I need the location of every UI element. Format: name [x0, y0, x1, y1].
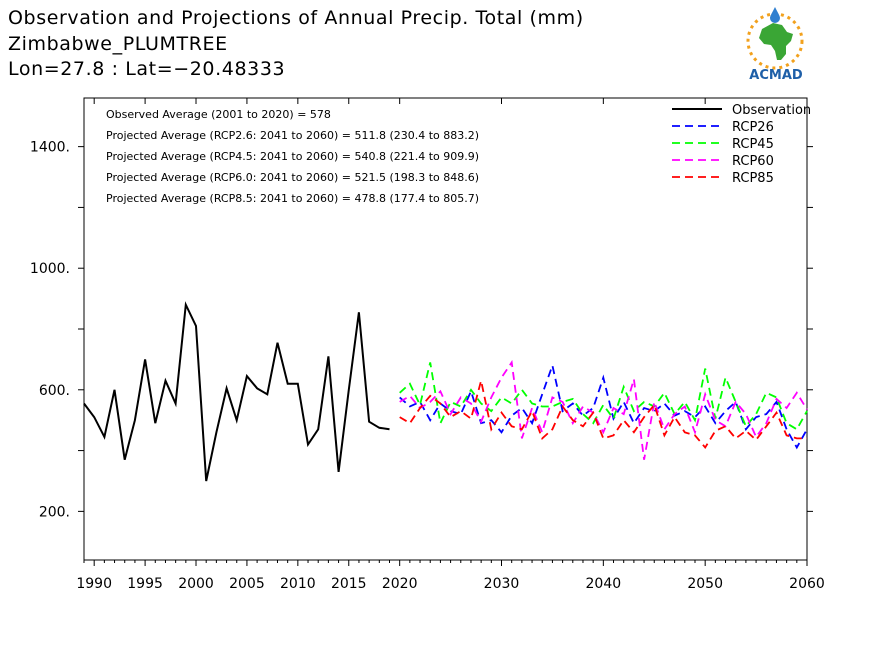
acmad-logo: ACMAD — [746, 7, 804, 83]
annotation-line: Observed Average (2001 to 2020) = 578 — [106, 108, 331, 121]
y-axis-tick-labels: 200. 600. 1000. 1400. — [30, 140, 70, 521]
water-drop-icon — [770, 7, 780, 23]
series-line-rcp85 — [399, 380, 807, 450]
annotation-line: Projected Average (RCP6.0: 2041 to 2060)… — [106, 171, 479, 184]
annotation-line: Projected Average (RCP8.5: 2041 to 2060)… — [106, 192, 479, 205]
series-line-rcp45 — [399, 362, 808, 431]
y-tick-label: 200. — [39, 504, 70, 520]
annotation-line: Projected Average (RCP4.5: 2041 to 2060)… — [106, 150, 479, 163]
y-tick-label: 600. — [39, 383, 70, 399]
axis-ticks — [78, 98, 813, 566]
legend-label: RCP60 — [732, 154, 774, 169]
legend: Observation RCP26 RCP45 RCP60 RCP85 — [672, 103, 811, 186]
series-line-rcp60 — [399, 359, 808, 460]
africa-map-icon — [759, 23, 793, 60]
annotation-line: Projected Average (RCP2.6: 2041 to 2060)… — [106, 129, 479, 142]
x-tick-label: 1990 — [76, 576, 112, 592]
x-tick-label: 2000 — [178, 576, 214, 592]
annotation-block: Observed Average (2001 to 2020) = 578 Pro… — [106, 108, 479, 205]
plot-frame — [83, 97, 808, 561]
acmad-logo-text: ACMAD — [749, 68, 803, 83]
x-tick-label: 2015 — [331, 576, 367, 592]
x-axis-tick-labels: 1990 1995 2000 2005 2010 2015 2020 2030 2040 2050… — [76, 576, 824, 592]
chart-title: Observation and Projections of Annual Pr… — [8, 7, 584, 29]
legend-label: RCP85 — [732, 171, 774, 186]
x-tick-label: 2040 — [586, 576, 622, 592]
x-tick-label: 2010 — [280, 576, 316, 592]
y-tick-label: 1400. — [30, 140, 70, 156]
station-name: Zimbabwe_PLUMTREE — [8, 33, 228, 55]
x-tick-label: 2030 — [484, 576, 520, 592]
x-tick-label: 1995 — [127, 576, 163, 592]
legend-label: Observation — [732, 103, 811, 118]
x-tick-label: 2020 — [382, 576, 418, 592]
legend-label: RCP45 — [732, 137, 774, 152]
series-line-observation — [83, 301, 390, 482]
y-tick-label: 1000. — [30, 261, 70, 277]
x-tick-label: 2060 — [789, 576, 825, 592]
x-tick-label: 2005 — [229, 576, 265, 592]
legend-label: RCP26 — [732, 120, 774, 135]
series-lines — [83, 301, 808, 482]
station-coordinates: Lon=27.8 : Lat=−20.48333 — [8, 58, 286, 80]
x-tick-label: 2050 — [687, 576, 723, 592]
